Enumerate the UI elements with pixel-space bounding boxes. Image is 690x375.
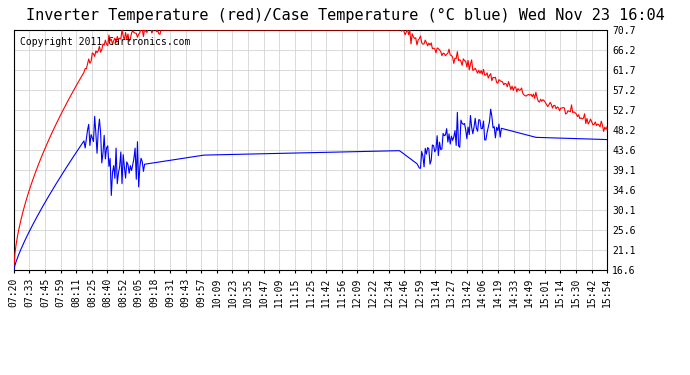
- Text: Inverter Temperature (red)/Case Temperature (°C blue) Wed Nov 23 16:04: Inverter Temperature (red)/Case Temperat…: [26, 8, 664, 22]
- Text: Copyright 2011 Cartronics.com: Copyright 2011 Cartronics.com: [20, 37, 190, 47]
